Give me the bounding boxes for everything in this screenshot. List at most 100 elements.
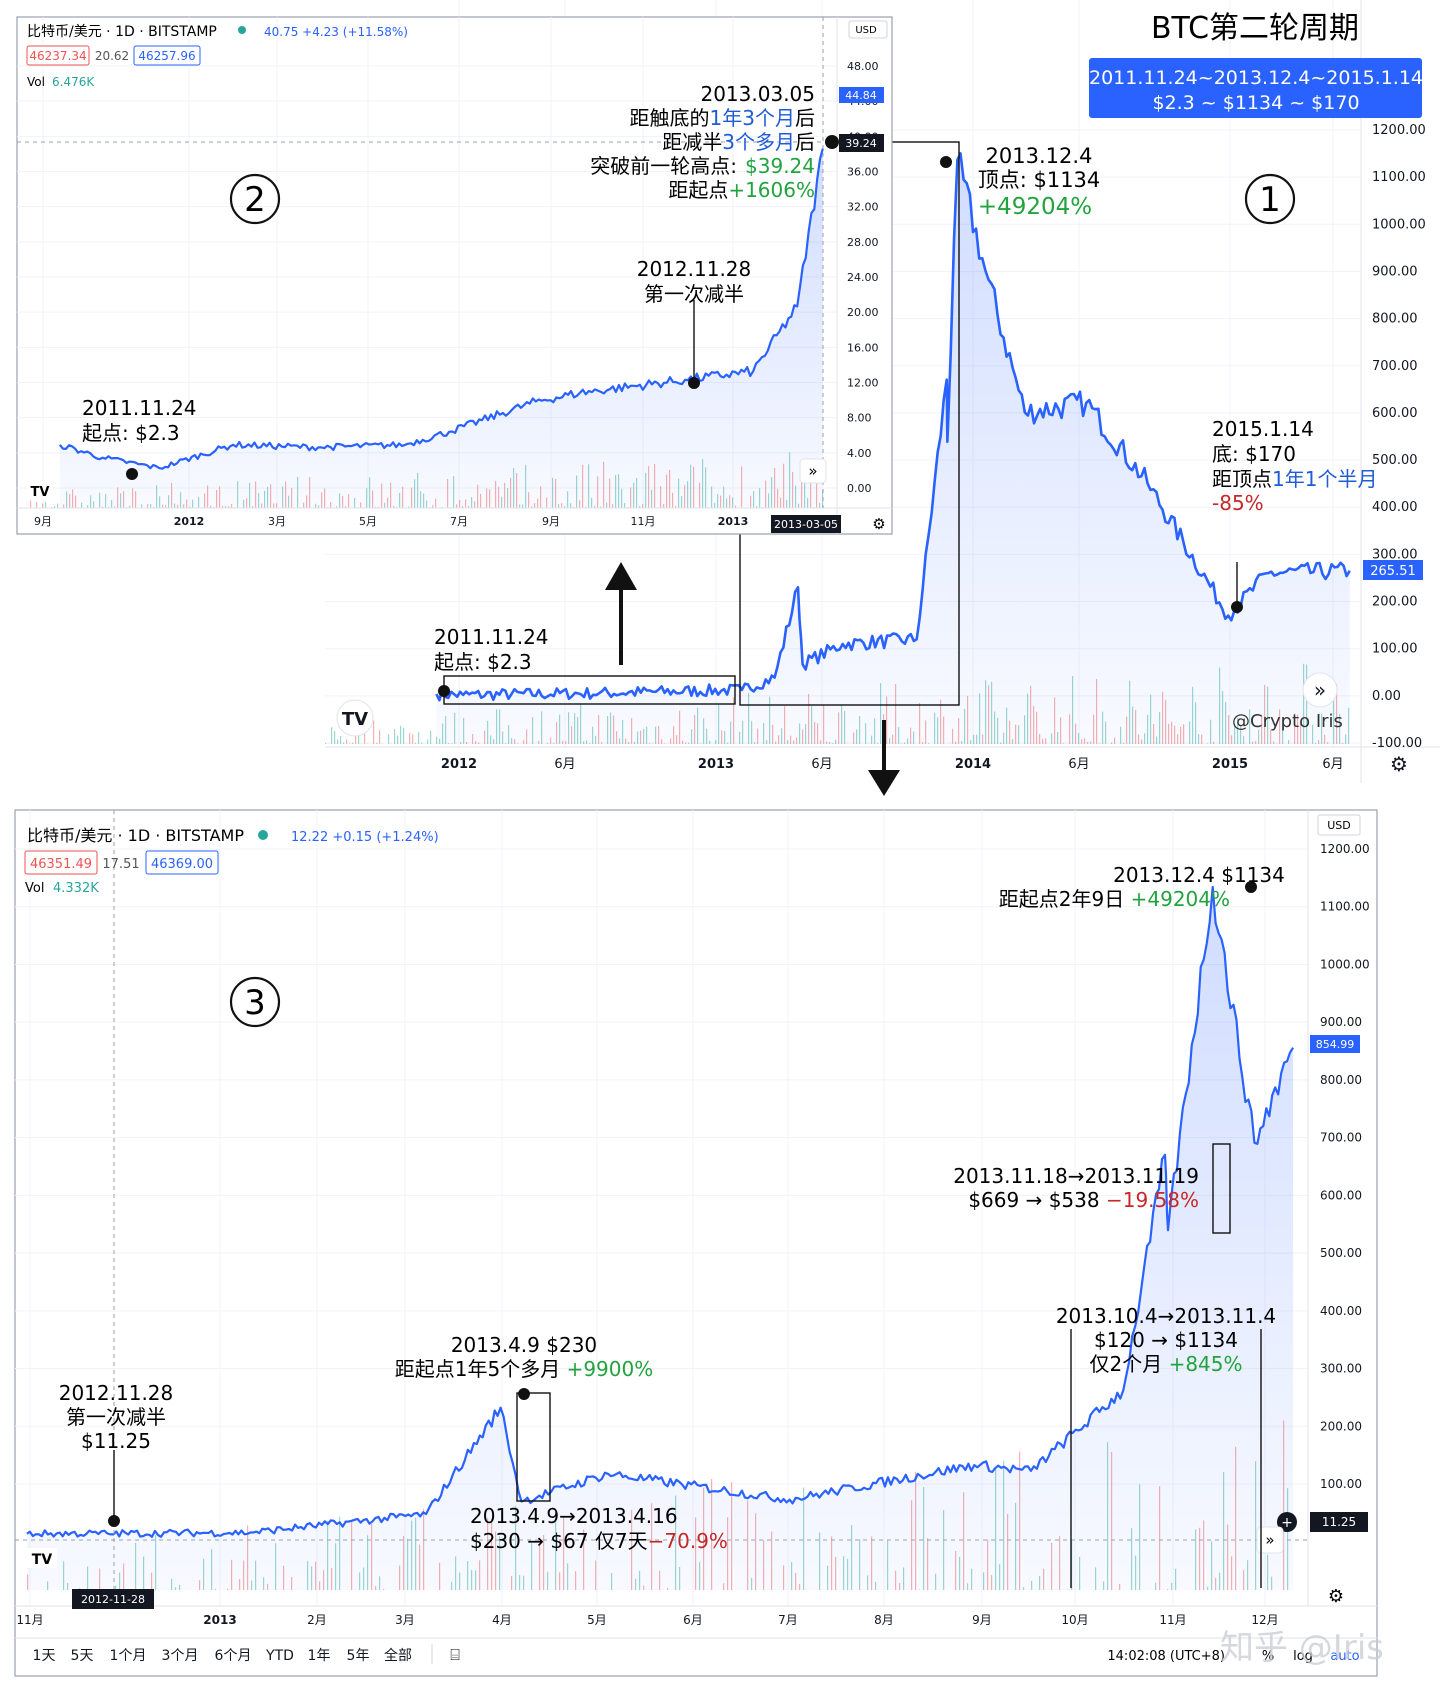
chart3-tv-logo <box>27 1548 57 1568</box>
chart2-ask-button[interactable] <box>133 45 201 66</box>
cycle-prices: $2.3 ~ $1134 ~ $170 <box>1152 92 1359 114</box>
svg-text:2: 2 <box>244 180 266 220</box>
y-tick-label: 900.00 <box>1320 1015 1362 1029</box>
y-tick-label: -100.00 <box>1372 736 1422 751</box>
y-tick-label: 1100.00 <box>1320 900 1370 914</box>
volume-bar <box>388 734 390 744</box>
chart3-halving-line3: $11.25 <box>81 1429 151 1453</box>
chart3-percent-button[interactable]: % <box>1262 1649 1274 1664</box>
y-tick-label: 400.00 <box>1320 1304 1362 1318</box>
volume-bar <box>412 734 414 744</box>
zhihu-watermark: 知乎 @Iris <box>1220 1628 1384 1668</box>
x-tick-label: 7月 <box>778 1613 798 1627</box>
x-tick-label: 2014 <box>955 757 991 772</box>
chart3-bid-button[interactable] <box>24 850 98 875</box>
chart2-x-axis: 9月 2012 3月 5月 7月 9月 11月 2013 <box>34 515 748 528</box>
y-tick-label: 700.00 <box>1320 1131 1362 1145</box>
chart3-range-buttons: 1天 5天 1个月 3个月 6个月 YTD 1年 5年 全部 <box>33 1647 412 1664</box>
range-button[interactable]: 1个月 <box>110 1648 147 1664</box>
chart2-tv-logo <box>27 482 53 500</box>
chart3-symbol: 比特币/美元 · 1D · BITSTAMP <box>27 826 244 845</box>
svg-text:46257.96: 46257.96 <box>138 49 195 63</box>
chart3-last-tag <box>1310 1035 1360 1053</box>
chart3-top-marker <box>1245 881 1257 893</box>
arrow-down-icon <box>868 720 900 796</box>
y-tick-label: 4.00 <box>847 447 872 460</box>
chart3-oct-line1: 2013.10.4→2013.11.4 <box>1056 1304 1276 1328</box>
range-button[interactable]: 1天 <box>33 1648 56 1664</box>
chart3-auto-button[interactable]: auto <box>1330 1649 1359 1664</box>
chart3-add-plus-icon[interactable] <box>1277 1512 1297 1532</box>
volume-bar <box>30 500 32 508</box>
volume-bar <box>415 742 417 744</box>
chart2-peak-line4: 距起点+1606% <box>668 178 815 202</box>
chart2-halving-label: 第一次减半 <box>644 282 744 306</box>
svg-text:46369.00: 46369.00 <box>151 857 213 872</box>
chart3-goto-date-calendar-icon[interactable]: ⌸ <box>450 1645 460 1664</box>
x-tick-label: 3月 <box>268 515 286 528</box>
chart3-apr-line1: 2013.4.9 $230 <box>451 1333 597 1357</box>
y-tick-label: 600.00 <box>1372 406 1418 421</box>
volume-bar <box>45 502 47 508</box>
svg-text:»: » <box>1265 1531 1274 1549</box>
y-tick-label: 1100.00 <box>1372 170 1426 185</box>
x-tick-label: 9月 <box>542 515 560 528</box>
chart3-halving-marker <box>108 1515 120 1527</box>
chart3-aprdrop-line2: $230 → $67 仅7天−70.9% <box>470 1529 728 1553</box>
chart3-live-dot-icon <box>258 830 268 840</box>
volume-bar <box>340 736 342 744</box>
chart3-currency-select[interactable] <box>1317 814 1361 836</box>
chart3-scroll-right-button[interactable] <box>1256 1526 1284 1554</box>
chart2-bid-button[interactable] <box>26 45 90 66</box>
svg-text:39.24: 39.24 <box>845 137 877 150</box>
chart1-price-line <box>435 152 1351 702</box>
x-tick-label: 2013 <box>203 1613 236 1627</box>
volume-bar <box>409 733 411 744</box>
volume-bar <box>42 503 44 508</box>
panel2-badge <box>229 173 281 225</box>
chart3-apr-peak-marker <box>518 1388 530 1400</box>
chart1-settings-gear-icon[interactable]: ⚙ <box>1390 752 1408 776</box>
y-tick-label: 32.00 <box>847 201 879 214</box>
chart3-log-button[interactable]: log <box>1293 1649 1313 1664</box>
chart2-scroll-right-button[interactable] <box>799 458 827 484</box>
range-button[interactable]: 全部 <box>384 1647 412 1664</box>
range-button[interactable]: 5年 <box>347 1648 370 1664</box>
range-button[interactable]: 5天 <box>71 1648 94 1664</box>
chart1-start-date: 2011.11.24 <box>434 625 549 649</box>
y-tick-label: 48.00 <box>847 60 879 73</box>
volume-bar <box>373 720 375 744</box>
chart2-price-line <box>58 148 824 470</box>
chart2-halving-date: 2012.11.28 <box>637 257 752 281</box>
volume-bar <box>379 730 381 744</box>
volume-bar <box>331 727 333 744</box>
volume-bar <box>337 739 339 744</box>
y-tick-label: 16.00 <box>847 341 879 354</box>
x-tick-label: 11月 <box>16 1613 43 1627</box>
svg-text:44.84: 44.84 <box>845 89 877 102</box>
svg-text:2012-11-28: 2012-11-28 <box>81 1593 145 1606</box>
chart3-vol-label: Vol <box>25 881 44 896</box>
x-tick-label: 6月 <box>1322 757 1343 772</box>
svg-text:1: 1 <box>1259 180 1281 220</box>
range-button[interactable]: 3个月 <box>162 1648 199 1664</box>
volume-bar <box>427 739 429 744</box>
volume-bar <box>403 727 405 744</box>
range-button[interactable]: 1年 <box>308 1648 331 1664</box>
range-button[interactable]: 6个月 <box>215 1648 252 1664</box>
chart3-ask-button[interactable] <box>145 850 219 875</box>
chart2-vol-value: 6.476K <box>52 75 95 89</box>
range-button[interactable]: YTD <box>265 1648 294 1664</box>
chart3-halving-line2: 第一次减半 <box>66 1405 166 1429</box>
y-tick-label: 8.00 <box>847 412 872 425</box>
chart2-settings-gear-icon[interactable]: ⚙ <box>872 515 885 533</box>
chart3-quote: 12.22 +0.15 (+1.24%) <box>291 830 439 845</box>
chart3-settings-gear-icon[interactable]: ⚙ <box>1328 1586 1344 1607</box>
chart1-scroll-right-button[interactable] <box>1302 672 1338 708</box>
chart2-currency-select[interactable] <box>848 20 888 39</box>
svg-text:11.25: 11.25 <box>1322 1515 1356 1529</box>
x-tick-label: 5月 <box>587 1613 607 1627</box>
y-tick-label: 28.00 <box>847 236 879 249</box>
panel3-badge <box>229 976 281 1028</box>
x-tick-label: 2015 <box>1212 757 1248 772</box>
